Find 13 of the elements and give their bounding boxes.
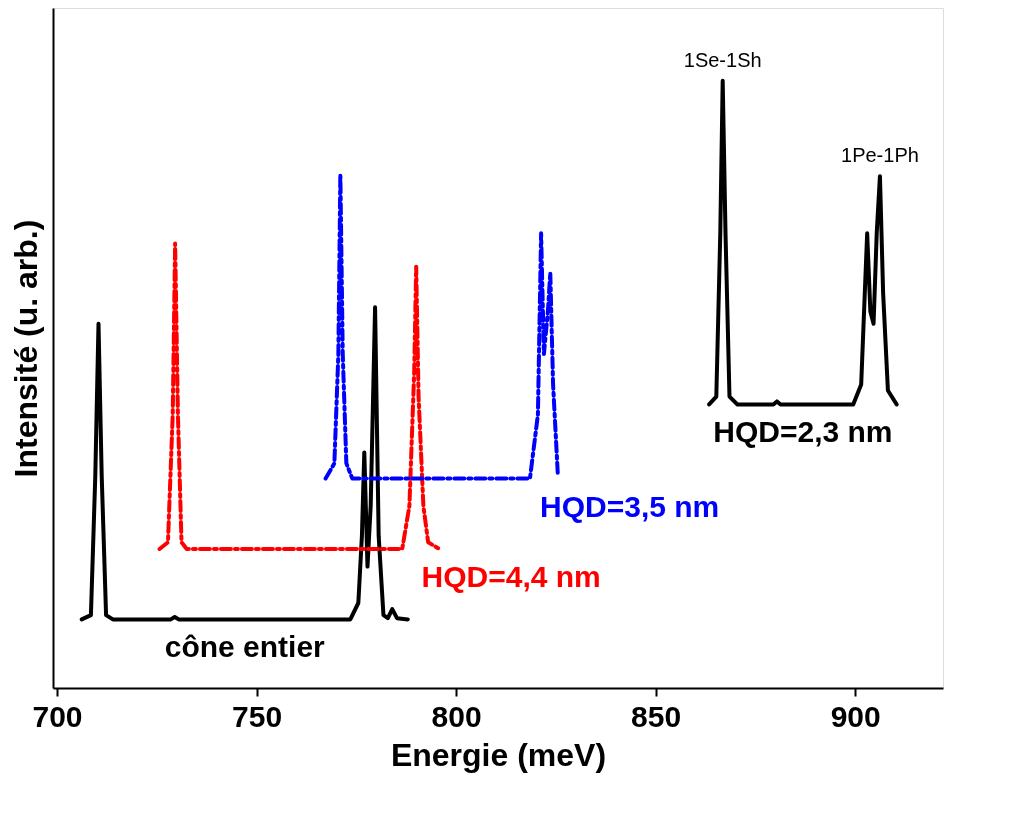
x-axis-title: Energie (meV) xyxy=(390,736,607,773)
annotation: 1Se-1Sh xyxy=(683,48,762,71)
x-tick-label: 800 xyxy=(431,699,482,733)
x-tick-label: 750 xyxy=(232,699,283,733)
annotation: 1Pe-1Ph xyxy=(841,144,919,167)
series-label: HQD=2,3 nm xyxy=(713,415,893,449)
y-axis-title: Intensité (u. arb.) xyxy=(7,219,44,478)
series-label: HQD=4,4 nm xyxy=(421,559,601,593)
x-tick-label: 700 xyxy=(32,699,83,733)
series-label: cône entier xyxy=(164,630,326,664)
x-tick-label: 850 xyxy=(631,699,682,733)
series-label: HQD=3,5 nm xyxy=(540,489,720,523)
x-tick-label: 900 xyxy=(830,699,881,733)
